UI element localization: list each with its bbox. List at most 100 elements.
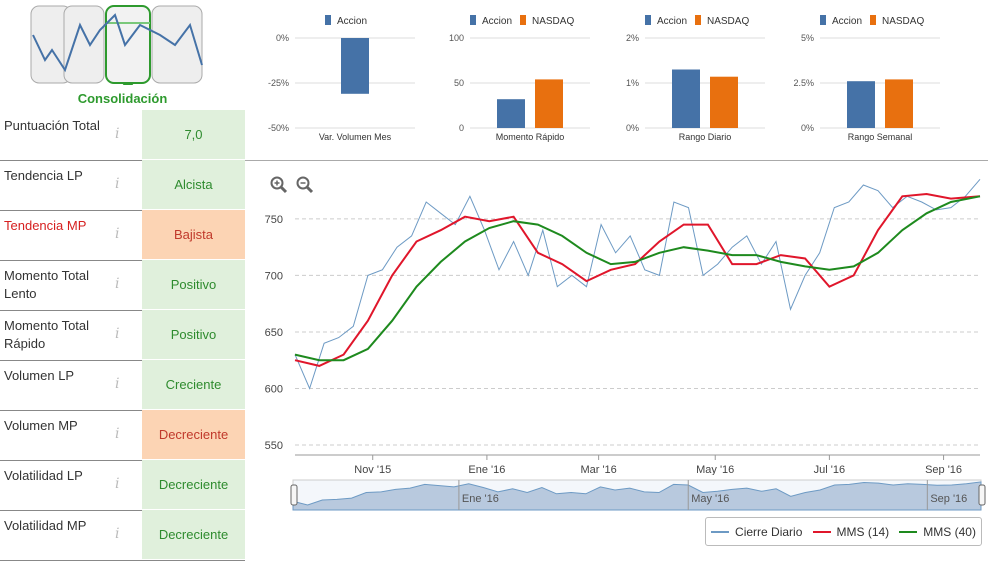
indicator-row: Tendencia LP i Alcista [0,160,245,211]
indicator-label: Momento Total Rápido [4,318,90,351]
mini-chart: Accion NASDAQ 2% 1% 0% Rango Diario [626,15,765,142]
mini-charts: Accion 0% -25% -50% Var. Volumen Mes Accion NA… [268,15,940,142]
indicator-row: Volumen LP i Creciente [0,360,245,411]
navigator-label: May '16 [691,493,729,505]
series-line[interactable] [294,192,981,367]
legend-label: Accion [482,16,512,27]
info-icon[interactable]: i [115,126,120,142]
tick-label: 0% [801,123,814,133]
navigator-handle-left[interactable] [290,484,298,506]
bar[interactable] [672,69,700,129]
bar[interactable] [497,99,525,128]
tick-label: 2% [626,33,639,43]
navigator-handle-right[interactable] [978,484,986,506]
navigator-series [292,481,982,511]
mini-chart-title: Var. Volumen Mes [319,132,392,142]
indicator-label: Puntuación Total [4,118,100,133]
legend-swatch [870,15,876,25]
indicator-label: Volatilidad LP [4,468,83,483]
tick-label: 0% [276,33,289,43]
indicator-label: Volatilidad MP [4,518,87,533]
indicator-value: Decreciente [142,410,245,459]
y-tick-label: 750 [265,214,283,226]
indicator-label: Volumen MP [4,418,78,433]
mini-chart-title: Rango Semanal [848,132,913,142]
legend-swatch [470,15,476,25]
legend-swatch [520,15,526,25]
legend-swatch [325,15,331,25]
tick-label: -25% [268,78,289,88]
info-icon[interactable]: i [115,326,120,342]
tick-label: 2.5% [793,78,814,88]
y-tick-label: 700 [265,270,283,282]
mini-chart-title: Rango Diario [679,132,732,142]
indicator-value: Positivo [142,310,245,359]
info-icon[interactable]: i [115,426,120,442]
divider [245,160,988,161]
bar[interactable] [710,76,738,128]
legend-label: Accion [832,16,862,27]
mini-chart-title: Momento Rápido [496,132,565,142]
mini-chart: Accion NASDAQ 100 50 0 Momento Rápido [449,15,590,142]
indicator-row: Momento Total Lento i Positivo [0,260,245,311]
legend-swatch [820,15,826,25]
pattern-label: Consolidación [77,91,168,106]
series-line[interactable] [294,195,981,362]
legend-mms14[interactable]: MMS (14) [812,525,889,539]
info-icon[interactable]: i [115,226,120,242]
tick-label: 1% [626,78,639,88]
series-line[interactable] [294,178,981,390]
pattern-thumbnail[interactable] [30,5,205,85]
indicator-row: Puntuación Total i 7,0 [0,110,245,161]
x-tick-label: Ene '16 [468,464,505,475]
legend-swatch [695,15,701,25]
x-tick-label: May '16 [696,464,734,475]
tick-label: 100 [449,33,464,43]
indicator-value: Decreciente [142,510,245,559]
mini-chart: Accion 0% -25% -50% Var. Volumen Mes [268,15,415,142]
x-tick-label: Mar '16 [580,464,616,475]
bar[interactable] [341,38,369,94]
indicator-value: Decreciente [142,460,245,509]
y-tick-label: 650 [265,327,283,339]
chart-legend: Cierre Diario MMS (14) MMS (40) [705,517,982,546]
tick-label: -50% [268,123,289,133]
bar[interactable] [885,79,913,128]
indicator-label: Volumen LP [4,368,75,383]
info-icon[interactable]: i [115,376,120,392]
legend-label: NASDAQ [707,16,749,27]
legend-close[interactable]: Cierre Diario [711,525,802,539]
indicator-label: Tendencia LP [4,168,83,183]
info-icon[interactable]: i [115,176,120,192]
indicator-value: Bajista [142,210,245,259]
price-chart[interactable]: 550 600 650 700 750 Nov '15 Ene '16 Mar '16 May … [245,165,988,475]
indicator-row: Volumen MP i Decreciente [0,410,245,461]
info-icon[interactable]: i [115,276,120,292]
x-tick-label: Sep '16 [925,464,962,475]
info-icon[interactable]: i [115,526,120,542]
indicator-row: Volatilidad MP i Decreciente [0,510,245,561]
x-tick-label: Jul '16 [814,464,845,475]
navigator-label: Sep '16 [930,493,967,505]
navigator-label: Ene '16 [462,493,499,505]
indicator-value: 7,0 [142,110,245,159]
info-icon[interactable]: i [115,476,120,492]
indicator-value: Alcista [142,160,245,209]
tick-label: 50 [454,78,464,88]
legend-swatch [645,15,651,25]
tick-label: 0 [459,123,464,133]
y-tick-label: 550 [265,440,283,452]
navigator[interactable]: Ene '16 May '16 Sep '16 [245,475,988,515]
legend-label: NASDAQ [882,16,924,27]
bar[interactable] [847,81,875,128]
indicator-label: Momento Total Lento [4,268,90,301]
bar[interactable] [535,79,563,128]
zoom-out-icon[interactable] [296,176,314,194]
y-tick-label: 600 [265,383,283,395]
x-tick-label: Nov '15 [354,464,391,475]
legend-mms40[interactable]: MMS (40) [899,525,976,539]
zoom-in-icon[interactable] [270,176,288,194]
tick-label: 5% [801,33,814,43]
legend-label: Accion [337,16,367,27]
legend-label: NASDAQ [532,16,574,27]
